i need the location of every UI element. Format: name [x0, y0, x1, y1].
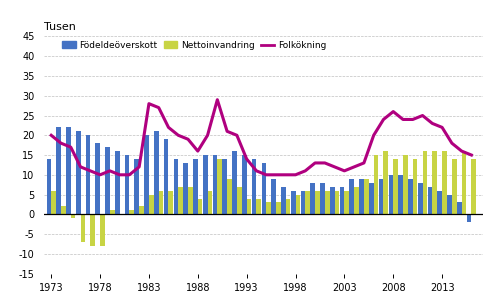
- Bar: [139, 206, 144, 214]
- Bar: [237, 187, 242, 214]
- Bar: [379, 179, 384, 214]
- Bar: [154, 131, 159, 214]
- Bar: [384, 151, 388, 214]
- Bar: [408, 179, 413, 214]
- Bar: [90, 214, 95, 246]
- Bar: [110, 210, 114, 214]
- Bar: [315, 191, 320, 214]
- Bar: [159, 191, 163, 214]
- Bar: [388, 175, 393, 214]
- Bar: [76, 131, 80, 214]
- Bar: [198, 199, 203, 214]
- Bar: [183, 163, 188, 214]
- Bar: [66, 127, 71, 214]
- Bar: [144, 135, 149, 214]
- Bar: [125, 155, 129, 214]
- Bar: [471, 159, 476, 214]
- Bar: [447, 195, 452, 214]
- Bar: [203, 155, 208, 214]
- Bar: [271, 179, 276, 214]
- Bar: [350, 179, 354, 214]
- Bar: [359, 179, 364, 214]
- Bar: [193, 159, 198, 214]
- Bar: [301, 191, 305, 214]
- Bar: [330, 187, 335, 214]
- Bar: [369, 183, 374, 214]
- Bar: [423, 151, 427, 214]
- Bar: [325, 191, 329, 214]
- Bar: [261, 163, 266, 214]
- Bar: [340, 187, 345, 214]
- Bar: [56, 127, 61, 214]
- Bar: [374, 155, 379, 214]
- Bar: [442, 151, 447, 214]
- Legend: Födeldeöverskott, Nettoinvandring, Folkökning: Födeldeöverskott, Nettoinvandring, Folkö…: [62, 41, 326, 50]
- Bar: [354, 187, 359, 214]
- Bar: [174, 159, 178, 214]
- Bar: [413, 159, 418, 214]
- Bar: [212, 155, 217, 214]
- Bar: [437, 191, 442, 214]
- Bar: [320, 183, 325, 214]
- Bar: [427, 187, 432, 214]
- Bar: [86, 135, 90, 214]
- Bar: [305, 191, 310, 214]
- Bar: [129, 210, 134, 214]
- Bar: [188, 187, 193, 214]
- Bar: [115, 151, 120, 214]
- Bar: [51, 191, 56, 214]
- Bar: [105, 147, 110, 214]
- Bar: [61, 206, 66, 214]
- Text: Tusen: Tusen: [44, 22, 76, 32]
- Bar: [295, 195, 300, 214]
- Bar: [178, 187, 183, 214]
- Bar: [266, 202, 271, 214]
- Bar: [291, 191, 295, 214]
- Bar: [461, 151, 466, 214]
- Bar: [222, 159, 227, 214]
- Bar: [364, 179, 369, 214]
- Bar: [467, 214, 471, 222]
- Bar: [232, 151, 237, 214]
- Bar: [217, 159, 222, 214]
- Bar: [208, 191, 212, 214]
- Bar: [403, 155, 408, 214]
- Bar: [100, 214, 105, 246]
- Bar: [256, 199, 261, 214]
- Bar: [246, 199, 251, 214]
- Bar: [398, 175, 403, 214]
- Bar: [80, 214, 85, 242]
- Bar: [276, 202, 281, 214]
- Bar: [281, 187, 286, 214]
- Bar: [457, 202, 461, 214]
- Bar: [393, 159, 398, 214]
- Bar: [335, 191, 339, 214]
- Bar: [135, 159, 139, 214]
- Bar: [286, 199, 290, 214]
- Bar: [452, 159, 457, 214]
- Bar: [46, 159, 51, 214]
- Bar: [252, 159, 256, 214]
- Bar: [242, 155, 246, 214]
- Bar: [432, 151, 437, 214]
- Bar: [418, 183, 423, 214]
- Bar: [345, 191, 349, 214]
- Bar: [164, 139, 169, 214]
- Bar: [311, 183, 315, 214]
- Bar: [169, 191, 173, 214]
- Bar: [149, 195, 154, 214]
- Bar: [227, 179, 232, 214]
- Bar: [71, 214, 75, 218]
- Bar: [95, 143, 100, 214]
